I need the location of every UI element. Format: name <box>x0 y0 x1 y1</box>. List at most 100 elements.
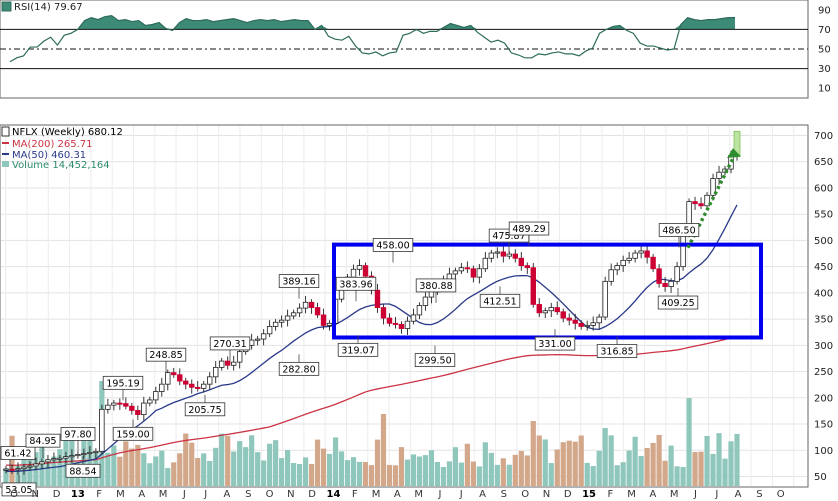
candle-body <box>219 360 225 368</box>
volume-bar <box>159 450 165 486</box>
x-month-label: O <box>266 489 274 500</box>
rsi-tick-label: 70 <box>818 25 831 36</box>
volume-bar <box>111 445 117 486</box>
rsi-tick-label: 10 <box>818 84 831 95</box>
volume-bar <box>590 466 596 486</box>
volume-bar <box>608 435 614 486</box>
volume-bar <box>476 466 482 486</box>
volume-bar <box>368 465 375 486</box>
volume-bar <box>482 442 488 486</box>
candle-body <box>398 323 405 329</box>
volume-bar <box>440 466 447 486</box>
candle-body <box>392 322 399 325</box>
volume-bar <box>698 451 704 486</box>
x-month-label: A <box>479 489 486 500</box>
candle-body <box>458 267 465 272</box>
volume-bar <box>566 440 572 486</box>
volume-bar <box>398 447 405 486</box>
volume-bar <box>644 447 650 486</box>
price-tick-label: 450 <box>814 262 833 273</box>
candle-body <box>386 317 393 324</box>
x-month-label: M <box>372 489 381 500</box>
annotation-box <box>479 293 521 308</box>
candle-body <box>548 307 554 312</box>
candle-body <box>530 267 536 305</box>
x-month-label: O <box>10 489 18 500</box>
annotation-box <box>102 375 144 390</box>
volume-bar <box>416 456 423 486</box>
candle-body <box>554 307 560 313</box>
candle-body <box>236 351 243 363</box>
price-tick-label: 600 <box>814 183 833 194</box>
candle-body <box>195 386 201 389</box>
volume-legend-swatch <box>2 161 9 167</box>
annotation-label: 282.80 <box>282 364 315 375</box>
annotation-label: 270.31 <box>213 339 246 350</box>
volume-bar <box>362 462 369 486</box>
volume-bar <box>536 435 542 486</box>
x-month-label: O <box>777 489 785 500</box>
x-month-label: A <box>649 489 656 500</box>
volume-bar <box>674 466 680 486</box>
volume-bar <box>446 461 452 486</box>
candle-body <box>638 250 644 254</box>
price-panel: 61.42 84.95 97.80 53.05 88.54 195.19 159.00 248… <box>0 124 833 497</box>
volume-bar <box>356 461 363 486</box>
price-tick-label: 500 <box>814 236 833 247</box>
x-month-label: A <box>224 489 231 500</box>
volume-bar <box>57 449 63 486</box>
volume-bar <box>117 456 123 486</box>
volume-bar <box>171 462 177 486</box>
x-month-label: J <box>437 489 441 500</box>
x-month-label: N <box>287 489 294 500</box>
volume-bar <box>273 440 279 486</box>
x-year-label: 14 <box>326 489 340 500</box>
volume-bar <box>201 453 207 486</box>
x-month-label: J <box>182 489 186 500</box>
candle-body <box>356 265 363 270</box>
volume-bar <box>350 457 357 486</box>
volume-bar <box>680 466 686 486</box>
candle-body <box>320 314 327 326</box>
candle-body <box>69 455 75 458</box>
volume-bar <box>626 450 632 486</box>
volume-bar <box>422 455 429 486</box>
x-year-label: 13 <box>71 489 85 500</box>
volume-bar <box>512 454 518 486</box>
x-month-label: M <box>414 489 423 500</box>
x-month-label: J <box>203 489 207 500</box>
candle-body <box>93 450 99 453</box>
price-axis: 50 100 150 200 250 300 350 400 450 500 550 600 650 70… <box>814 131 833 483</box>
x-month-label: M <box>627 489 636 500</box>
volume-bar <box>141 453 147 486</box>
volume-bar <box>302 457 309 486</box>
annotation-label: 331.00 <box>538 339 571 350</box>
annotation-box <box>658 223 700 237</box>
candle-body <box>644 250 650 258</box>
volume-bar <box>470 461 476 486</box>
rsi-tick-label: 50 <box>818 45 831 56</box>
price-title: NFLX (Weekly) 680.12 <box>12 127 123 138</box>
x-month-label: F <box>96 489 102 500</box>
candle-body <box>129 405 135 411</box>
price-tick-label: 250 <box>814 367 833 378</box>
annotation-label: 97.80 <box>64 429 91 440</box>
price-tick-label: 200 <box>814 393 833 404</box>
volume-bar <box>506 464 512 486</box>
price-tick-label: 350 <box>814 315 833 326</box>
annotation-label: 205.75 <box>188 405 221 416</box>
volume-bar <box>728 441 734 486</box>
x-month-label: N <box>543 489 550 500</box>
candle-body <box>680 231 686 268</box>
volume-bar <box>237 441 243 486</box>
candle-body <box>105 404 111 410</box>
volume-bar <box>147 463 153 486</box>
volume-bar <box>338 451 345 486</box>
ma50-legend: MA(50) 460.31 <box>12 150 86 161</box>
rsi-title: RSI(14) 79.67 <box>14 2 83 13</box>
rsi-panel: 10 30 50 70 90 RSI(14) 79.67 <box>0 0 831 99</box>
x-month-label: A <box>138 489 145 500</box>
candle-body <box>362 265 369 277</box>
candle-body <box>470 268 477 278</box>
rsi-tick-label: 90 <box>818 5 831 16</box>
